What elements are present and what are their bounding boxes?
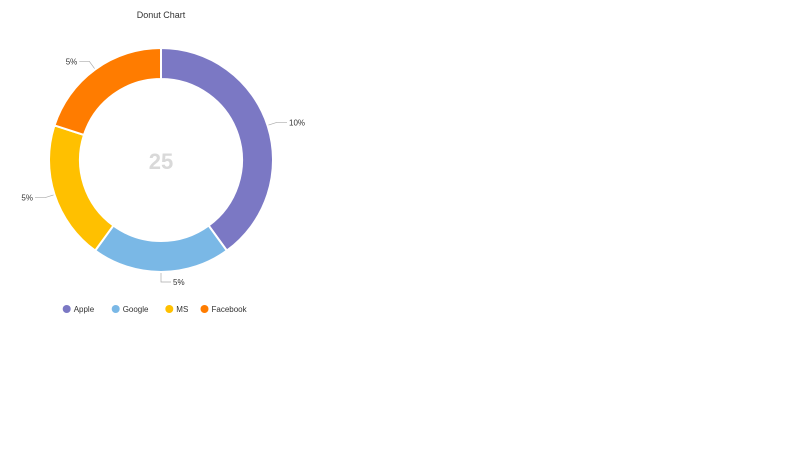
legend-item-ms[interactable]: MS — [165, 305, 188, 314]
legend-label-facebook: Facebook — [212, 305, 248, 314]
slice-facebook[interactable] — [53, 46, 162, 137]
slice-apple[interactable] — [160, 46, 274, 253]
leader-line-facebook — [79, 60, 95, 69]
center-total-text: 25 — [149, 149, 173, 174]
legend: Apple Google MS Facebook — [62, 305, 248, 314]
data-label-google: 5% — [173, 278, 185, 287]
chart-title: Donut Chart — [137, 10, 186, 20]
data-label-apple: 10% — [289, 118, 305, 127]
legend-marker-apple — [62, 305, 71, 313]
leader-line-apple — [268, 121, 288, 126]
legend-marker-google — [111, 305, 120, 313]
legend-label-apple: Apple — [74, 305, 95, 314]
legend-label-google: Google — [123, 305, 149, 314]
legend-item-facebook[interactable]: Facebook — [200, 305, 248, 314]
data-label-ms: 5% — [21, 194, 33, 203]
data-label-facebook: 5% — [66, 57, 78, 66]
slices-layer — [48, 46, 274, 273]
slice-google[interactable] — [93, 224, 229, 273]
legend-item-google[interactable]: Google — [111, 305, 149, 314]
leader-line-ms — [34, 194, 54, 199]
legend-marker-facebook — [200, 305, 209, 313]
labels-layer: 10% 5% 5% 5% — [21, 57, 305, 287]
legend-item-apple[interactable]: Apple — [62, 305, 95, 314]
leader-line-google — [160, 273, 171, 283]
legend-label-ms: MS — [176, 305, 188, 314]
slice-ms[interactable] — [48, 124, 115, 253]
legend-marker-ms — [165, 305, 174, 313]
